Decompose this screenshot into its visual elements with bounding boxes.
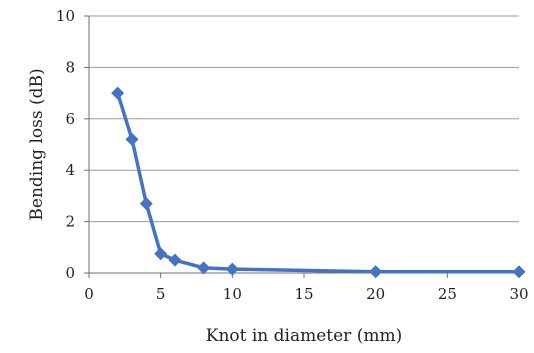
y-tick-label: 8 (65, 58, 75, 76)
y-tick-label: 6 (65, 110, 75, 128)
x-axis-title: Knot in diameter (mm) (206, 326, 402, 346)
data-point (125, 132, 139, 146)
series-layer (111, 86, 526, 279)
tick-labels: 0 5 10 15 20 25 30 0 2 4 6 8 10 (56, 7, 529, 303)
data-point (512, 265, 526, 279)
y-axis-title: Bending loss (dB) (27, 68, 47, 220)
series-line (115, 91, 521, 274)
x-tick-label: 5 (156, 285, 166, 303)
data-point (225, 262, 239, 276)
x-tick-label: 25 (438, 285, 457, 303)
data-point (154, 247, 168, 261)
x-tick-label: 30 (509, 285, 528, 303)
data-point (139, 197, 153, 211)
x-tick-label: 0 (84, 285, 94, 303)
data-point (111, 86, 125, 100)
y-tick-label: 4 (65, 161, 75, 179)
data-point (197, 261, 211, 275)
grid-lines (89, 15, 519, 223)
y-tick-label: 2 (65, 213, 75, 231)
x-tick-label: 20 (366, 285, 385, 303)
data-point (369, 265, 383, 279)
axes (84, 15, 520, 278)
x-tick-label: 10 (223, 285, 242, 303)
data-point (168, 253, 182, 267)
y-tick-label: 0 (65, 264, 75, 282)
y-tick-label: 10 (56, 7, 75, 25)
x-tick-label: 15 (294, 285, 313, 303)
